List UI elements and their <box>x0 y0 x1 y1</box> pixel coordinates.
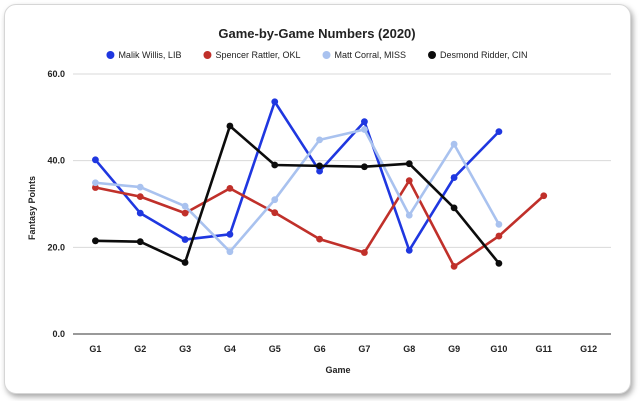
data-point <box>495 220 503 228</box>
data-point <box>450 263 458 270</box>
y-tick-label: 20.0 <box>47 242 65 252</box>
legend-label: Matt Corral, MISS <box>335 50 407 60</box>
legend-label: Malik Willis, LIB <box>118 50 181 60</box>
y-axis-label: Fantasy Points <box>27 176 37 240</box>
legend: Malik Willis, LIB Spencer Rattler, OKL Mat… <box>106 50 528 60</box>
data-point <box>271 196 279 204</box>
data-point <box>271 161 279 169</box>
data-point <box>405 246 413 254</box>
x-tick-label: G4 <box>224 344 236 354</box>
series-layer <box>92 98 548 270</box>
data-point <box>92 179 99 187</box>
data-point <box>181 236 189 243</box>
chart-card: Game-by-Game Numbers (2020) Malik Willis… <box>4 4 631 394</box>
data-point <box>450 204 458 212</box>
data-point <box>405 160 413 168</box>
data-point <box>136 183 144 191</box>
x-tick-label: G3 <box>179 344 191 354</box>
data-point <box>450 174 458 181</box>
gridlines <box>73 73 611 335</box>
y-tick-label: 0.0 <box>52 329 65 339</box>
x-tick-label: G10 <box>490 344 507 354</box>
data-point <box>316 162 323 170</box>
legend-marker <box>322 51 331 59</box>
data-point <box>226 230 234 238</box>
data-point <box>361 118 368 126</box>
series-line <box>94 100 500 252</box>
data-point <box>495 259 503 267</box>
x-tick-label: G9 <box>448 344 460 354</box>
x-tick-label: G12 <box>580 344 597 354</box>
data-point <box>316 235 323 243</box>
chart-title: Game-by-Game Numbers (2020) <box>218 26 415 41</box>
data-point <box>181 209 189 217</box>
data-point <box>361 163 368 171</box>
data-point <box>92 237 99 245</box>
series-line <box>95 128 501 253</box>
data-point <box>495 232 503 240</box>
y-tick-label: 60.0 <box>47 69 65 79</box>
data-point <box>92 156 99 164</box>
y-tick-label: 40.0 <box>47 156 65 166</box>
data-point <box>181 202 189 210</box>
series-group <box>92 122 503 267</box>
data-point <box>450 140 458 148</box>
data-point <box>136 209 144 217</box>
data-point <box>226 122 234 130</box>
x-tick-label: G6 <box>314 344 326 354</box>
x-tick-label: G1 <box>89 344 101 354</box>
series-line <box>95 124 500 265</box>
x-tick-label: G2 <box>134 344 146 354</box>
legend-marker <box>106 51 115 59</box>
data-point <box>181 259 189 266</box>
x-tick-label: G5 <box>269 344 281 354</box>
line-chart: Game-by-Game Numbers (2020) Malik Willis… <box>27 26 611 375</box>
data-point <box>271 98 279 106</box>
x-axis-ticks: G1 G2 G3 G4 G5 G6 G7 G8 G9 G10 G11 G12 <box>89 344 597 354</box>
data-point <box>271 209 279 217</box>
series-group <box>92 177 548 270</box>
data-point <box>226 185 234 192</box>
x-tick-label: G11 <box>535 344 552 354</box>
legend-label: Desmond Ridder, CIN <box>440 50 528 60</box>
legend-label: Spencer Rattler, OKL <box>215 50 300 60</box>
data-point <box>136 193 144 201</box>
data-point <box>361 126 368 133</box>
data-point <box>405 177 413 185</box>
legend-marker <box>203 51 212 59</box>
x-axis-label: Game <box>325 365 350 375</box>
data-point <box>361 249 368 256</box>
y-axis-ticks: 0.0 20.0 40.0 60.0 <box>47 69 65 339</box>
x-tick-label: G7 <box>358 344 370 354</box>
data-point <box>136 238 144 246</box>
series-group <box>92 126 503 256</box>
data-point <box>316 167 323 175</box>
data-point <box>226 248 234 256</box>
legend-marker <box>428 51 437 59</box>
series-group <box>92 98 503 254</box>
data-point <box>316 136 323 144</box>
data-point <box>495 128 503 136</box>
data-point <box>540 192 548 200</box>
x-tick-label: G8 <box>403 344 415 354</box>
data-point <box>92 184 99 191</box>
data-point <box>405 211 413 219</box>
